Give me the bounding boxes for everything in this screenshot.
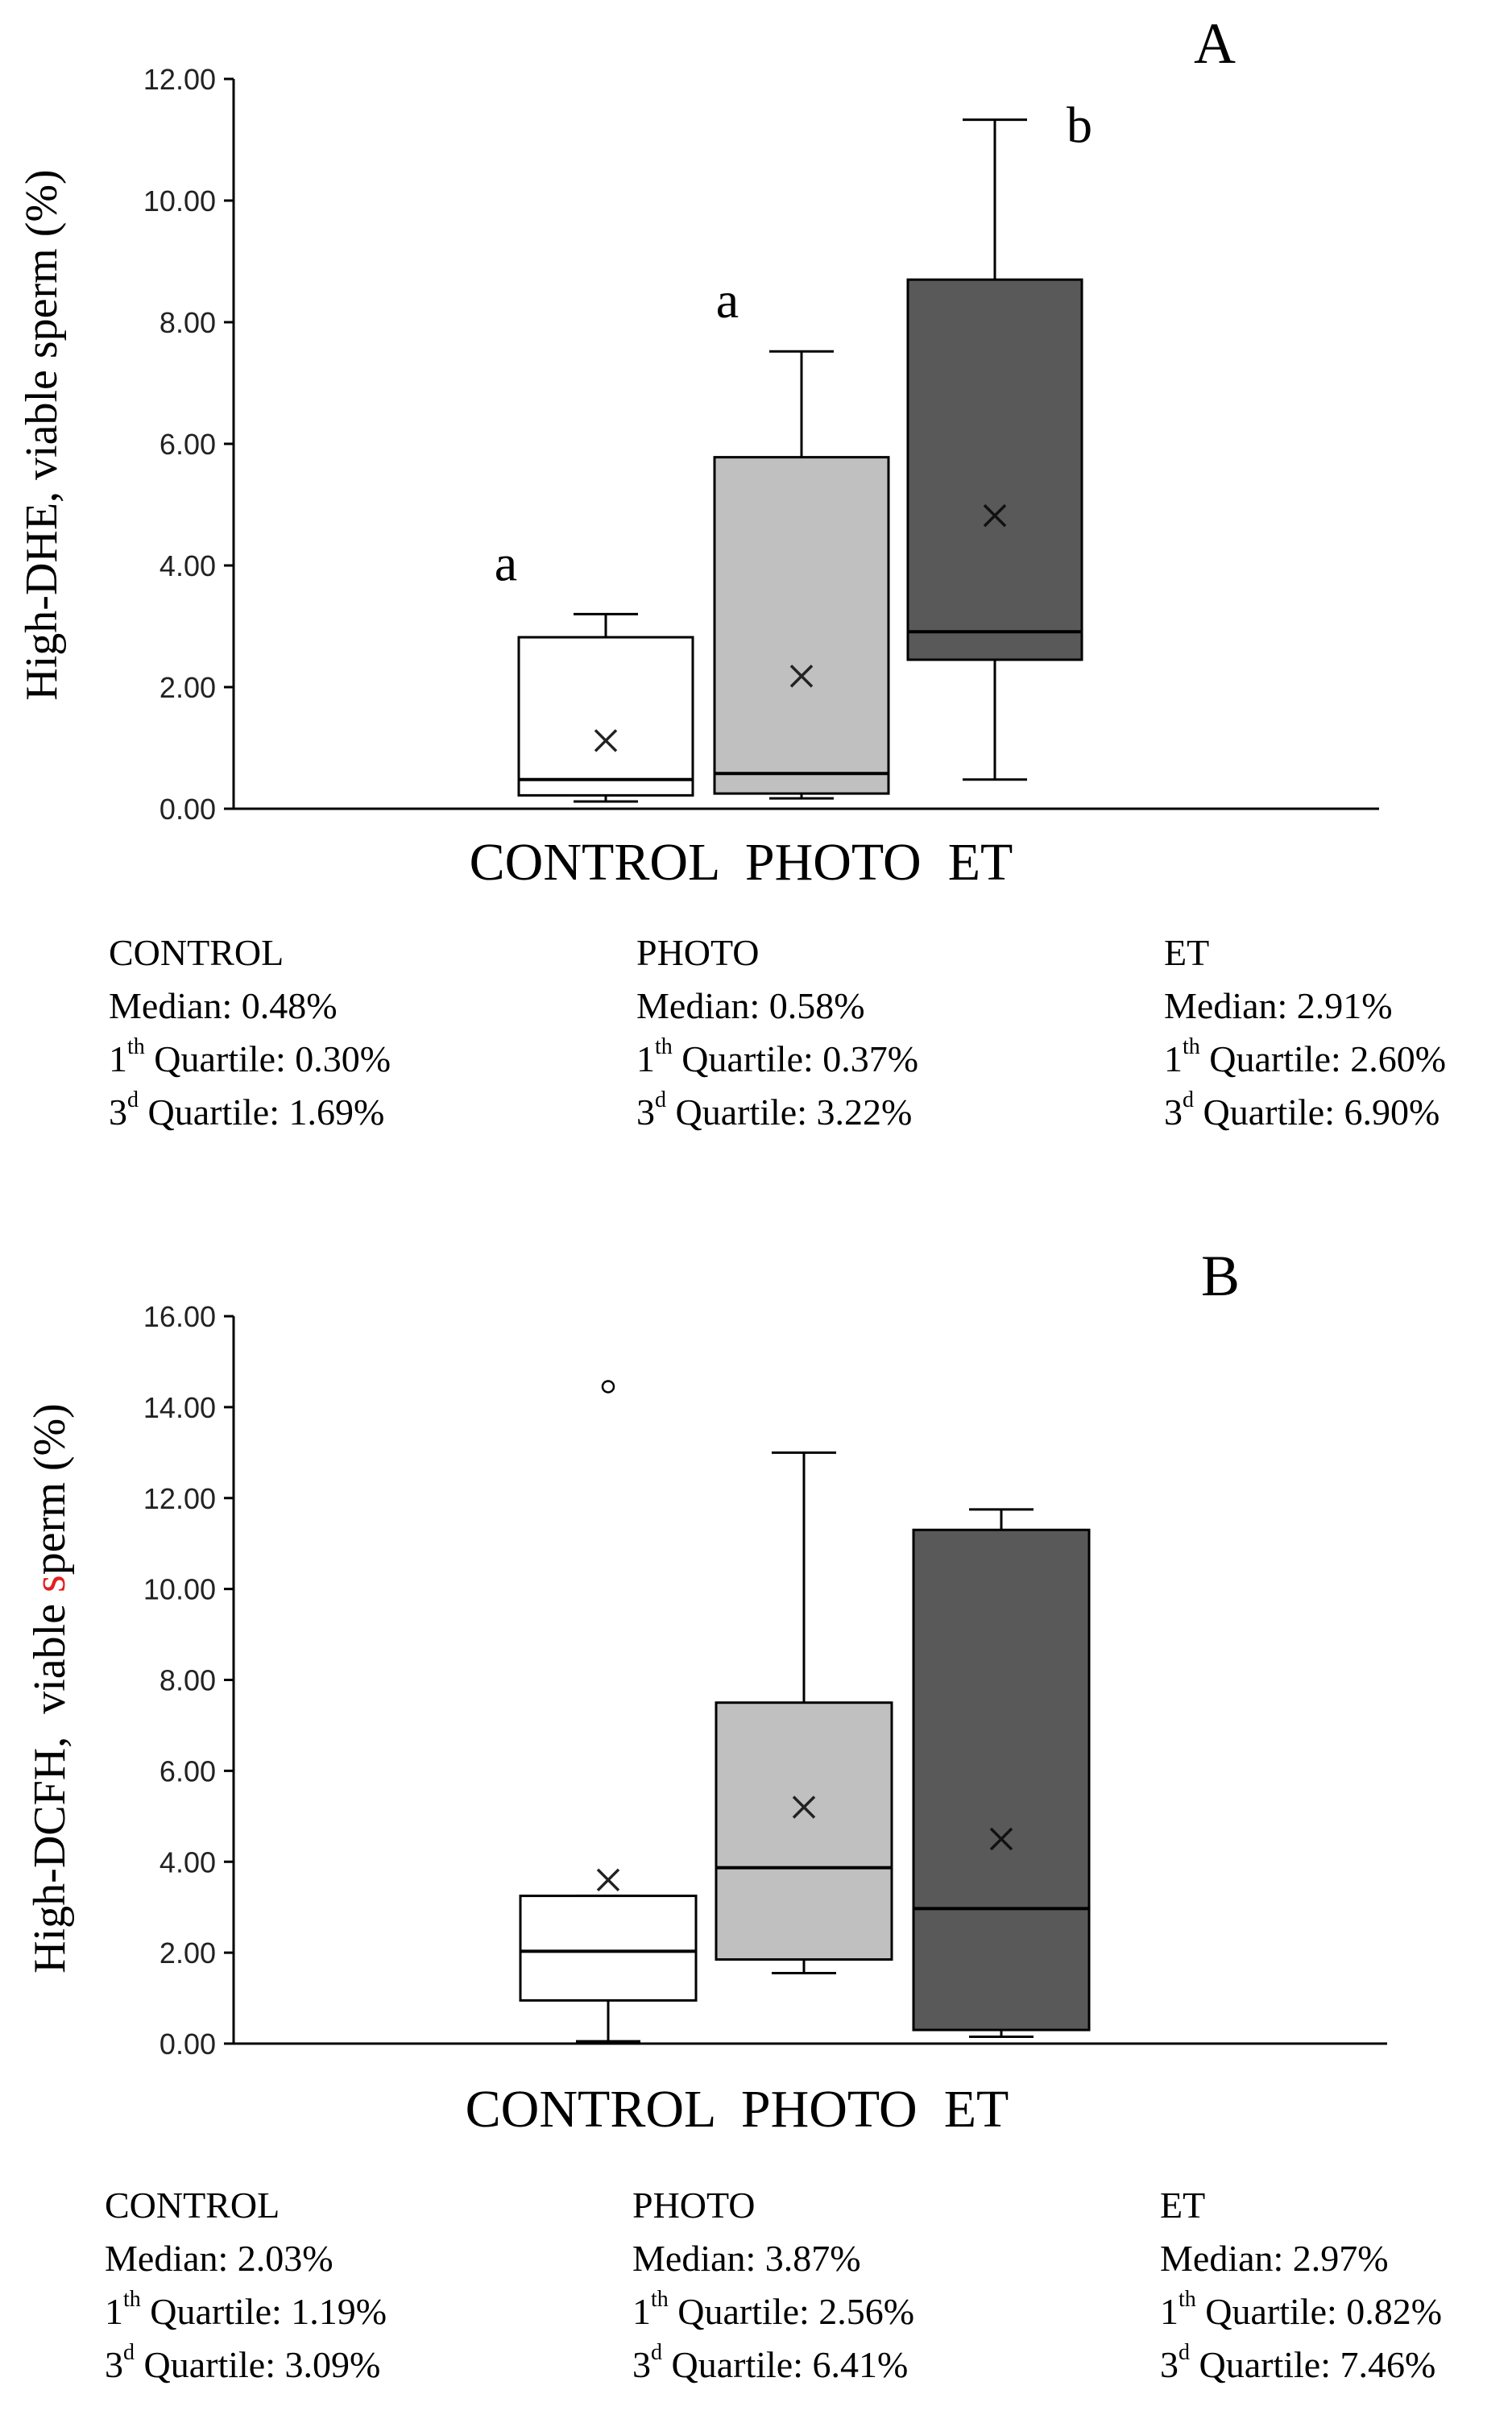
- stats-group-label: CONTROL: [105, 2185, 280, 2226]
- box-iqr: [713, 456, 890, 795]
- box-iqr: [906, 278, 1083, 661]
- y-tick-label: 6.00: [159, 428, 216, 461]
- stats-group-label: ET: [1164, 932, 1210, 973]
- stats-q3-row: 3d Quartile: 1.69%: [109, 1087, 385, 1133]
- stats-photo-b: PHOTO Median: 3.87% 1th Quartile: 2.56% …: [632, 2179, 914, 2392]
- y-tick-label: 8.00: [159, 1664, 216, 1697]
- box-photo: [715, 1451, 893, 1975]
- x-axis-label-a: CONTROL PHOTO ET: [470, 833, 1013, 892]
- box-photo: a: [713, 271, 890, 800]
- stats-group-label: ET: [1160, 2185, 1206, 2226]
- stats-control-a: CONTROL Median: 0.48% 1th Quartile: 0.30…: [109, 926, 391, 1139]
- stats-q3-row: 3d Quartile: 3.09%: [105, 2340, 381, 2386]
- y-tick-label: 2.00: [159, 1936, 216, 1969]
- stats-median-row: Median: 3.87%: [632, 2238, 861, 2279]
- stats-median-row: Median: 0.58%: [636, 985, 865, 1026]
- y-tick-label: 2.00: [159, 671, 216, 704]
- y-tick-label: 6.00: [159, 1754, 216, 1787]
- box-iqr: [715, 1701, 893, 1961]
- y-tick-label: 12.00: [143, 1482, 216, 1515]
- y-tick-label: 10.00: [143, 184, 216, 217]
- box-iqr: [519, 1895, 698, 2002]
- stats-q1-row: 1th Quartile: 0.37%: [636, 1034, 919, 1080]
- mean-marker: [596, 1868, 620, 1892]
- mean-marker: [594, 729, 618, 752]
- box-et: b: [906, 97, 1092, 781]
- y-axis-label-a: High-DHE, viable sperm (%): [17, 169, 67, 700]
- mean-marker: [989, 1827, 1013, 1851]
- boxplot-chart-a: A High-DHE, viable sperm (%) CONTROL PHO…: [17, 11, 1379, 892]
- stats-group-label: PHOTO: [636, 932, 760, 973]
- y-tick-label: 0.00: [159, 2027, 216, 2061]
- stats-q1-row: 1th Quartile: 2.56%: [632, 2287, 915, 2333]
- y-tick-label: 10.00: [143, 1573, 216, 1606]
- y-tick-label: 8.00: [159, 306, 216, 339]
- outlier-point: [601, 1380, 615, 1394]
- panel-letter-a: A: [1194, 11, 1236, 76]
- stats-group-label: CONTROL: [109, 932, 284, 973]
- panel-a: A High-DHE, viable sperm (%) CONTROL PHO…: [0, 0, 1512, 1192]
- stats-q3-row: 3d Quartile: 6.90%: [1164, 1087, 1440, 1133]
- boxplot-chart-b: B High-DCFH, viable sperm (%) CONTROL PH…: [25, 1244, 1387, 2139]
- panel-b: B High-DCFH, viable sperm (%) CONTROL PH…: [0, 1240, 1512, 2417]
- panel-letter-b: B: [1201, 1244, 1240, 1308]
- mean-marker: [983, 503, 1007, 528]
- y-tick-label: 14.00: [143, 1391, 216, 1424]
- box-iqr: [517, 636, 694, 797]
- stats-q3-row: 3d Quartile: 3.22%: [636, 1087, 913, 1133]
- stats-median-row: Median: 2.97%: [1160, 2238, 1389, 2279]
- y-tick-label: 0.00: [159, 793, 216, 826]
- box-control: [519, 1380, 698, 2043]
- box-iqr: [912, 1528, 1091, 2032]
- y-tick-label: 12.00: [143, 63, 216, 96]
- box-et: [912, 1508, 1091, 2039]
- y-tick-label: 16.00: [143, 1300, 216, 1333]
- x-axis-label-b: CONTROL PHOTO ET: [466, 2080, 1009, 2139]
- stats-q1-row: 1th Quartile: 0.30%: [109, 1034, 391, 1080]
- y-tick-label: 4.00: [159, 1845, 216, 1878]
- stats-q3-row: 3d Quartile: 6.41%: [632, 2340, 909, 2386]
- plot-area-a: 0.00 2.00 4.00 6.00 8.00 10.00 12.00 a a b: [143, 63, 1379, 826]
- stats-median-row: Median: 0.48%: [109, 985, 338, 1026]
- stats-median-row: Median: 2.91%: [1164, 985, 1393, 1026]
- stats-q1-row: 1th Quartile: 2.60%: [1164, 1034, 1447, 1080]
- y-tick-label: 4.00: [159, 549, 216, 582]
- significance-letter: a: [716, 271, 739, 329]
- stats-et-b: ET Median: 2.97% 1th Quartile: 0.82% 3d …: [1160, 2179, 1442, 2392]
- stats-q1-row: 1th Quartile: 0.82%: [1160, 2287, 1443, 2333]
- stats-photo-a: PHOTO Median: 0.58% 1th Quartile: 0.37% …: [636, 926, 918, 1139]
- mean-marker: [792, 1796, 816, 1819]
- mean-marker: [789, 665, 814, 688]
- stats-group-label: PHOTO: [632, 2185, 756, 2226]
- stats-control-b: CONTROL Median: 2.03% 1th Quartile: 1.19…: [105, 2179, 387, 2392]
- significance-letter: b: [1067, 97, 1092, 154]
- stats-et-a: ET Median: 2.91% 1th Quartile: 2.60% 3d …: [1164, 926, 1446, 1139]
- stats-q3-row: 3d Quartile: 7.46%: [1160, 2340, 1436, 2386]
- y-axis-label-b: High-DCFH, viable sperm (%): [25, 1403, 75, 1974]
- plot-area-b: 0.00 2.00 4.00 6.00 8.00 10.00 12.00 14.00 16.00: [143, 1300, 1387, 2061]
- significance-letter: a: [495, 534, 517, 591]
- stats-median-row: Median: 2.03%: [105, 2238, 333, 2279]
- box-control: a: [495, 534, 694, 803]
- stats-q1-row: 1th Quartile: 1.19%: [105, 2287, 387, 2333]
